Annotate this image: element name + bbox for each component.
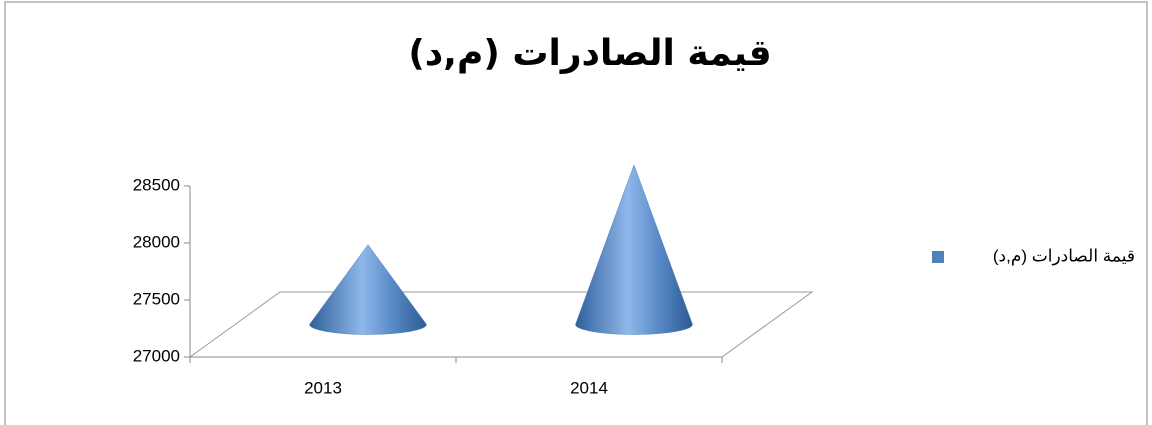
y-tick-label: 27500	[133, 289, 180, 308]
x-tick-label: 2014	[570, 378, 608, 397]
legend-label: قيمة الصادرات (م,د)	[993, 246, 1135, 265]
chart-border	[4, 1, 1148, 425]
y-tick-label: 28500	[133, 175, 180, 194]
chart-title: قيمة الصادرات (م,د)	[408, 33, 771, 74]
y-tick-label: 27000	[133, 346, 180, 365]
cone	[575, 164, 693, 335]
y-tick-label: 28000	[133, 232, 180, 251]
x-tick-label: 2013	[304, 378, 342, 397]
cone	[309, 244, 427, 335]
legend-swatch	[932, 251, 944, 263]
